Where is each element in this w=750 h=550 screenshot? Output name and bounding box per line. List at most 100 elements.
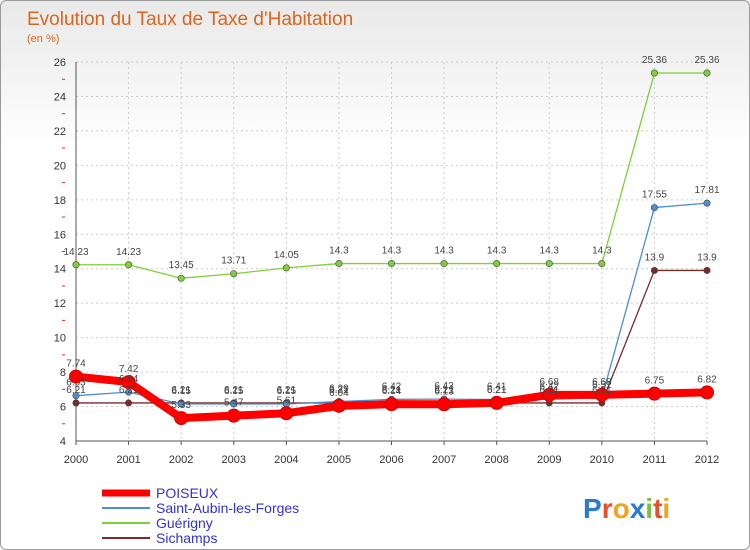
data-point (647, 386, 662, 401)
data-label: 6.84 (119, 374, 139, 385)
data-label: 17.55 (642, 190, 667, 201)
data-point (230, 400, 238, 408)
data-label: 25.36 (694, 55, 719, 66)
data-label: 14.3 (540, 246, 560, 257)
y-tick-label: 6 (60, 402, 66, 414)
data-label: 6.21 (119, 385, 139, 396)
data-point (335, 260, 343, 268)
data-label: 7.74 (66, 359, 86, 370)
data-point (489, 395, 504, 410)
data-label: 6.42 (382, 381, 402, 392)
chart-title: Evolution du Taux de Taxe d'Habitation (27, 9, 353, 30)
y-tick-label: 20 (54, 160, 66, 172)
data-label: 17.81 (694, 185, 719, 196)
x-tick-label: 2004 (274, 454, 298, 466)
data-point (125, 261, 133, 269)
data-point (598, 260, 606, 268)
data-label: 6.15 (224, 386, 244, 397)
data-point (125, 399, 133, 407)
data-label: 6.15 (171, 386, 191, 397)
data-label: 6.51 (592, 380, 612, 391)
data-label: 6.41 (487, 381, 507, 392)
data-label: 6.21 (382, 385, 402, 396)
data-point (650, 204, 658, 212)
chart-subtitle: (en %) (27, 33, 59, 45)
data-point (703, 69, 711, 77)
data-point (177, 274, 185, 282)
data-label: 6.42 (540, 381, 560, 392)
x-tick-label: 2010 (590, 454, 614, 466)
data-label: 6.43 (434, 381, 454, 392)
data-label: 6.21 (224, 385, 244, 396)
data-label: 14.3 (487, 246, 507, 257)
data-label: 6.14 (382, 386, 402, 397)
data-point (700, 385, 714, 400)
data-point (594, 387, 609, 402)
data-point (279, 406, 294, 421)
data-label: 6.15 (277, 386, 297, 397)
data-point (384, 397, 399, 412)
data-label: 6.82 (697, 374, 717, 385)
data-point (387, 260, 395, 268)
data-label: 14.3 (329, 246, 349, 257)
data-point (282, 264, 290, 272)
data-point (174, 411, 189, 426)
data-label: 6.29 (329, 384, 349, 395)
data-point (72, 399, 80, 407)
x-tick-label: 2005 (327, 454, 351, 466)
data-point (650, 266, 658, 274)
x-tick-label: 2008 (484, 454, 508, 466)
x-tick-label: 2000 (64, 454, 88, 466)
data-label: 13.9 (645, 252, 665, 263)
x-tick-label: 2006 (379, 454, 403, 466)
y-tick-label: 12 (54, 298, 66, 310)
data-point (703, 199, 711, 207)
data-label: 14.23 (63, 247, 88, 258)
legend-label: POISEUX (156, 485, 219, 501)
x-tick-label: 2007 (432, 454, 456, 466)
data-point (650, 69, 658, 77)
data-label: 6.21 (487, 385, 507, 396)
y-tick-label: 26 (54, 57, 66, 69)
data-label: 14.3 (434, 246, 454, 257)
data-label: 6.68 (592, 377, 612, 388)
data-point (542, 387, 557, 402)
data-label: 6.13 (434, 386, 454, 397)
data-label: 6.21 (66, 385, 86, 396)
data-label: 6.21 (329, 385, 349, 396)
x-tick-label: 2002 (169, 454, 193, 466)
data-label: 6.04 (329, 388, 349, 399)
y-tick-label: 24 (54, 91, 66, 103)
data-label: 6.21 (540, 385, 560, 396)
data-label: 5.47 (224, 398, 244, 409)
data-point (177, 400, 185, 408)
data-label: 5.61 (277, 395, 297, 406)
data-point (121, 375, 136, 390)
legend-label: Guérigny (156, 515, 213, 531)
data-label: 6.21 (487, 385, 507, 396)
x-tick-label: 2003 (222, 454, 246, 466)
data-label: 14.3 (382, 246, 402, 257)
data-label: 13.45 (169, 260, 194, 271)
x-tick-label: 2001 (116, 454, 140, 466)
x-tick-label: 2012 (695, 454, 719, 466)
data-label: 14.23 (116, 247, 141, 258)
data-label: 7.42 (119, 364, 139, 375)
y-tick-label: 10 (54, 333, 66, 345)
data-label: 14.05 (274, 250, 299, 261)
data-point (545, 260, 553, 268)
data-point (440, 260, 448, 268)
data-label: 6.68 (540, 377, 560, 388)
data-point (226, 408, 241, 423)
y-tick-label: 14 (54, 264, 66, 276)
data-label: 25.36 (642, 55, 667, 66)
y-tick-label: 16 (54, 229, 66, 241)
x-tick-label: 2009 (537, 454, 561, 466)
x-tick-label: 2011 (643, 454, 667, 466)
data-label: 5.33 (171, 400, 191, 411)
proxiti-logo: Proxiti (583, 493, 670, 524)
y-tick-label: 18 (54, 195, 66, 207)
legend-label: Saint-Aubin-les-Forges (156, 500, 299, 516)
